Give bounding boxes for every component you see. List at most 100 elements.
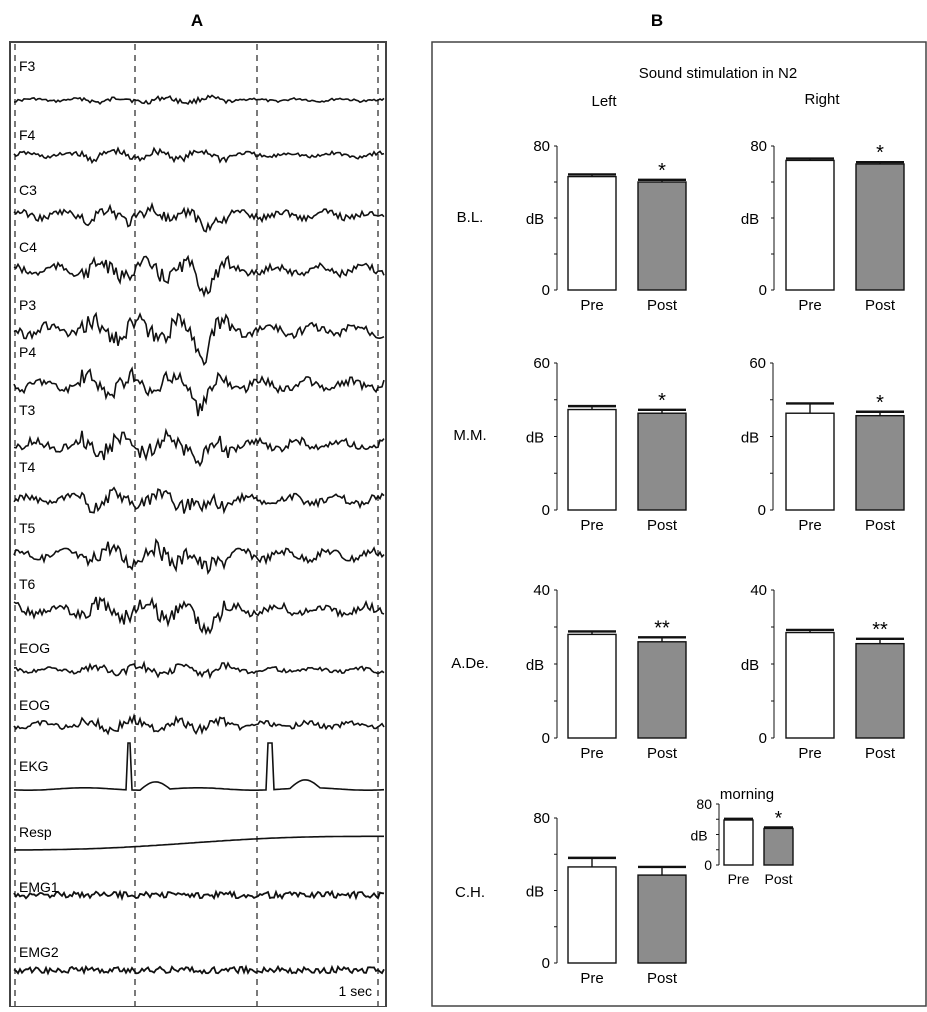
channel-label: F4: [19, 127, 36, 143]
bar-pre: [723, 819, 754, 866]
time-gridlines: [14, 44, 379, 1006]
bar-post: [637, 641, 687, 739]
eeg-panel: F3 F4 C3 C4 P3 P4 T3 T4 T5 T6 EOG EOG EKG Resp EMG1 EMG…: [9, 41, 387, 1008]
y-tick-label: 80: [696, 796, 712, 812]
eeg-trace: [13, 660, 385, 680]
eeg-frame: [9, 41, 387, 1008]
bar-pre: [785, 159, 835, 291]
row-label-mm: M.M.: [453, 427, 486, 444]
x-tick-label: Post: [647, 297, 678, 314]
channel-label: EOG: [19, 697, 50, 713]
eeg-trace: [13, 835, 384, 851]
bar-post: [763, 827, 794, 866]
channel-label: EMG2: [19, 944, 59, 960]
channel-label: T3: [19, 402, 36, 418]
channel-label: C4: [19, 239, 37, 255]
eeg-trace: [13, 712, 385, 736]
channel-label: P4: [19, 344, 36, 360]
y-tick-label: 40: [533, 582, 550, 599]
column-label-right: Right: [804, 91, 840, 108]
y-tick-label: 60: [749, 355, 766, 372]
y-axis-label: dB: [526, 884, 544, 901]
y-tick-label: 0: [704, 857, 712, 873]
y-tick-label: 0: [758, 502, 766, 519]
y-axis-label: dB: [526, 211, 544, 228]
significance-marker: *: [658, 160, 666, 182]
bar-pre: [567, 633, 617, 739]
row-label-ch: C.H.: [455, 884, 485, 901]
y-axis-label: dB: [526, 657, 544, 674]
channel-label: P3: [19, 297, 36, 313]
y-axis-label: dB: [741, 211, 759, 228]
eeg-traces: [13, 94, 385, 976]
x-tick-label: Post: [865, 745, 896, 762]
row-label-ade: A.De.: [451, 655, 489, 672]
x-tick-label: Pre: [580, 970, 603, 987]
bar-post: [855, 163, 905, 291]
bar-pre: [785, 631, 835, 739]
significance-marker: *: [876, 142, 884, 164]
y-tick-label: 0: [759, 730, 767, 747]
inset-title: morning: [720, 786, 774, 803]
panel-a-label: A: [191, 11, 203, 30]
channel-label: Resp: [19, 824, 52, 840]
x-tick-label: Post: [865, 517, 896, 534]
eeg-trace: [13, 964, 385, 976]
eeg-trace: [13, 596, 385, 636]
eeg-trace: [13, 94, 385, 105]
y-tick-label: 80: [750, 138, 767, 155]
y-axis-label: dB: [741, 430, 759, 447]
x-tick-label: Pre: [580, 297, 603, 314]
row-label-bl: B.L.: [457, 209, 484, 226]
eeg-trace: [13, 538, 385, 575]
bar-chart: 0 80 dB Pre Post *: [741, 138, 905, 314]
time-scale-label: 1 sec: [339, 983, 372, 999]
y-tick-label: 60: [533, 355, 550, 372]
eeg-trace: [13, 366, 385, 417]
x-tick-label: Pre: [798, 297, 821, 314]
bar-post: [637, 412, 687, 511]
bar-post: [855, 414, 905, 511]
x-tick-label: Post: [764, 871, 792, 887]
y-tick-label: 0: [759, 282, 767, 299]
y-tick-label: 0: [542, 955, 550, 972]
significance-marker: *: [775, 808, 783, 829]
channel-label: C3: [19, 182, 37, 198]
eeg-trace: [13, 742, 385, 791]
bar-chart: 0 80 dB Pre Post *: [690, 796, 794, 887]
y-axis-label: dB: [690, 828, 707, 844]
panel-b-label: B: [651, 11, 663, 30]
x-tick-label: Post: [647, 745, 678, 762]
bar-pre: [567, 866, 617, 964]
bar-post: [637, 874, 687, 964]
bar-pre: [785, 412, 835, 511]
x-tick-label: Pre: [728, 871, 750, 887]
y-tick-label: 0: [542, 730, 550, 747]
bar-chart: 0 80 dB Pre Post: [526, 810, 687, 987]
eeg-trace: [13, 486, 385, 515]
significance-marker: **: [654, 617, 670, 639]
channel-label: EOG: [19, 640, 50, 656]
bar-chart-panel: Sound stimulation in N2 Left Right B.L. …: [431, 41, 927, 1007]
bar-chart: 0 80 dB Pre Post *: [526, 138, 687, 314]
y-tick-label: 80: [533, 810, 550, 827]
bar-pre: [567, 408, 617, 511]
y-tick-label: 80: [533, 138, 550, 155]
channel-labels: F3 F4 C3 C4 P3 P4 T3 T4 T5 T6 EOG EOG EKG Resp EMG1 EMG…: [19, 58, 59, 960]
significance-marker: *: [876, 392, 884, 414]
significance-marker: *: [658, 390, 666, 412]
y-tick-label: 40: [750, 582, 767, 599]
channel-label: T6: [19, 576, 36, 592]
x-tick-label: Post: [647, 970, 678, 987]
bar-post: [637, 181, 687, 291]
channel-label: F3: [19, 58, 36, 74]
x-tick-label: Post: [865, 297, 896, 314]
bar-chart: 0 40 dB Pre Post **: [526, 582, 687, 762]
bar-chart: 0 60 dB Pre Post *: [741, 355, 905, 534]
eeg-trace: [13, 889, 385, 902]
y-tick-label: 0: [542, 282, 550, 299]
y-tick-label: 0: [542, 502, 550, 519]
